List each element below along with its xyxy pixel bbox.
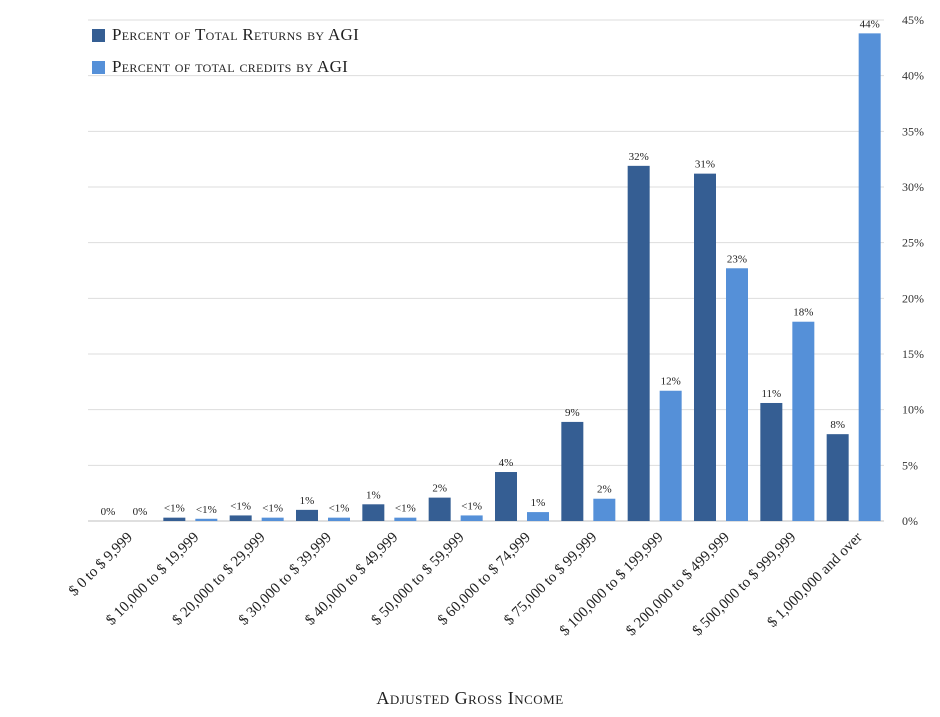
y-tick-label: 5% (902, 458, 918, 472)
y-tick-label: 45% (902, 13, 924, 27)
bar-returns (760, 402, 783, 521)
data-label: 44% (860, 18, 880, 30)
bar-credits (726, 268, 748, 521)
legend-label-returns: Percent of Total Returns by AGI (112, 25, 360, 44)
bar-credits (394, 517, 417, 521)
y-tick-label: 40% (902, 69, 924, 83)
data-label: 11% (761, 388, 781, 400)
bar-returns (296, 509, 318, 521)
data-label: <1% (230, 500, 251, 512)
data-label: <1% (196, 504, 217, 516)
data-label: 0% (101, 506, 116, 518)
legend-swatch-returns (92, 29, 105, 42)
y-tick-label: 15% (902, 347, 924, 361)
data-label: 18% (793, 307, 813, 319)
bar-returns (163, 517, 186, 521)
bar-credits (195, 518, 218, 521)
bar-credits (460, 515, 483, 521)
x-axis-ticks: $ 0 to $ 9,999$ 10,000 to $ 19,999$ 20,0… (66, 530, 866, 640)
data-label: <1% (395, 503, 416, 515)
bar-returns (694, 173, 716, 521)
y-tick-label: 0% (902, 514, 918, 528)
y-tick-label: 35% (902, 124, 924, 138)
data-label: 9% (565, 407, 580, 419)
data-label: 32% (629, 151, 649, 163)
legend-item-returns: Percent of Total Returns by AGI (92, 24, 372, 46)
bar-returns (428, 497, 451, 521)
legend-item-credits: Percent of total credits by AGI (92, 56, 372, 78)
y-tick-label: 25% (902, 236, 924, 250)
y-tick-label: 30% (902, 180, 924, 194)
data-label: <1% (461, 500, 482, 512)
bar-returns (495, 472, 517, 521)
data-label: 8% (830, 419, 845, 431)
data-label: <1% (164, 503, 185, 515)
data-label: <1% (329, 503, 350, 515)
data-labels: 0% 0% <1% <1% <1% <1% 1% <1% 1% <1% 2% <1% 4% 1% 9% 2% 3… (101, 18, 880, 518)
data-label: 2% (597, 484, 612, 496)
y-axis-ticks: 0% 5% 10% 15% 20% 25% 30% 35% 40% 45% (902, 13, 924, 528)
gridlines (88, 19, 884, 522)
bar-returns (561, 421, 584, 521)
bar-credits (858, 33, 881, 522)
bar-credits (659, 390, 682, 521)
bar-credits (792, 321, 815, 521)
bar-returns (627, 165, 650, 521)
legend-label-credits: Percent of total credits by AGI (112, 57, 349, 76)
y-tick-label: 20% (902, 291, 924, 305)
bar-credits (261, 517, 284, 521)
bar-returns (229, 515, 252, 521)
data-label: 0% (133, 506, 148, 518)
y-tick-label: 10% (902, 403, 924, 417)
bar-credits (593, 498, 616, 521)
data-label: 23% (727, 253, 747, 265)
data-label: 1% (300, 495, 315, 507)
data-label: 1% (531, 497, 546, 509)
data-label: 2% (432, 483, 447, 495)
x-axis-title: Adjusted Gross Income (376, 688, 564, 708)
data-label: <1% (262, 503, 283, 515)
bar-returns (362, 504, 385, 521)
legend: Percent of Total Returns by AGI Percent … (92, 24, 372, 88)
data-label: 1% (366, 489, 381, 501)
bar-returns (826, 434, 849, 521)
data-label: 31% (695, 159, 715, 171)
data-label: 12% (661, 376, 681, 388)
bar-credits (328, 517, 350, 521)
bar-marks (163, 33, 881, 522)
data-label: 4% (499, 457, 514, 469)
x-tick-label: $ 0 to $ 9,999 (66, 530, 136, 600)
bar-credits (527, 512, 549, 521)
legend-swatch-credits (92, 61, 105, 74)
